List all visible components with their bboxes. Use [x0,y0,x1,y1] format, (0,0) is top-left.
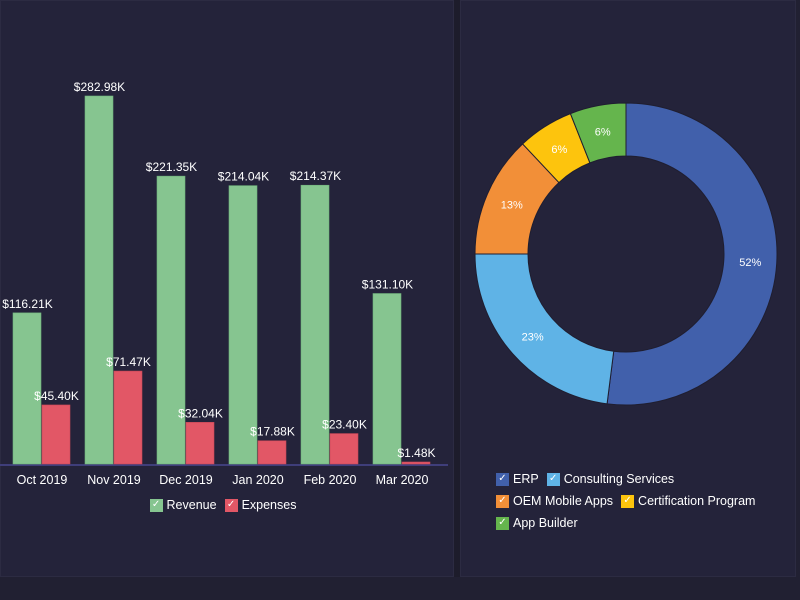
legend-item-certification-program[interactable]: ✓ Certification Program [621,494,755,508]
revenue-bar[interactable] [12,312,42,465]
checkbox-check-icon[interactable]: ✓ [224,498,238,512]
revenue-bar[interactable] [156,175,186,465]
revenue-bar[interactable] [300,184,330,465]
legend-label: App Builder [513,516,578,530]
expenses-bar[interactable] [257,440,287,465]
expenses-bar[interactable] [329,433,359,465]
legend-label: OEM Mobile Apps [513,494,614,508]
expenses-data-label: $17.88K [250,425,295,439]
expenses-bar[interactable] [185,422,215,465]
revenue-data-label: $131.10K [362,278,413,292]
checkbox-check-icon[interactable]: ✓ [621,494,635,508]
revenue-bar[interactable] [228,185,258,465]
legend-item-app-builder[interactable]: ✓ App Builder [496,516,578,530]
legend-label: Consulting Services [563,472,675,486]
revenue-bar[interactable] [372,293,402,465]
expenses-data-label: $71.47K [106,355,151,369]
checkbox-check-icon[interactable]: ✓ [496,494,509,508]
x-tick-label: Nov 2019 [87,473,141,487]
legend-item-erp[interactable]: ✓ ERP [496,472,539,486]
bar-chart: $116.21K $45.40K Oct 2019 $282.98K $71.47K No… [0,80,448,487]
revenue-data-label: $214.37K [290,169,341,183]
legend-label: Certification Program [638,494,756,508]
checkbox-check-icon[interactable]: ✓ [496,516,509,530]
revenue-data-label: $214.04K [218,170,269,184]
legend-item-revenue[interactable]: ✓ Revenue [149,498,217,512]
expenses-data-label: $45.40K [34,389,79,403]
legend-item-consulting-services[interactable]: ✓ Consulting Services [546,472,675,486]
donut-slice-app-builder[interactable] [569,102,627,164]
expenses-data-label: $23.40K [322,418,367,432]
checkbox-check-icon[interactable]: ✓ [496,472,509,486]
x-tick-label: Jan 2020 [232,473,283,487]
legend-label: Revenue [166,498,217,512]
expenses-bar[interactable] [401,461,431,465]
checkbox-check-icon[interactable]: ✓ [149,498,163,512]
expenses-bar[interactable] [41,404,71,465]
donut-chart-legend: ✓ ERP ✓ Consulting Services ✓ OEM Mobile Apps… [496,472,786,538]
panel-divider [454,0,460,577]
checkbox-check-icon[interactable]: ✓ [546,472,560,486]
x-tick-label: Dec 2019 [159,473,213,487]
x-tick-label: Mar 2020 [376,473,429,487]
bar-chart-legend: ✓ Revenue ✓ Expenses [0,498,454,520]
expenses-bar[interactable] [113,370,143,465]
expenses-data-label: $32.04K [178,406,223,420]
expenses-data-label: $1.48K [397,446,435,460]
bar-chart-panel [0,0,454,577]
legend-item-expenses[interactable]: ✓ Expenses [224,498,297,512]
legend-item-oem-mobile-apps[interactable]: ✓ OEM Mobile Apps [496,494,613,508]
x-tick-label: Oct 2019 [17,473,68,487]
revenue-data-label: $221.35K [146,160,197,174]
legend-label: Expenses [241,498,297,512]
donut-slice-erp[interactable] [606,102,778,406]
revenue-data-label: $116.21K [2,297,53,311]
revenue-data-label: $282.98K [74,80,125,94]
x-tick-label: Feb 2020 [304,473,357,487]
legend-label: ERP [513,472,539,486]
revenue-bar[interactable] [84,95,114,465]
